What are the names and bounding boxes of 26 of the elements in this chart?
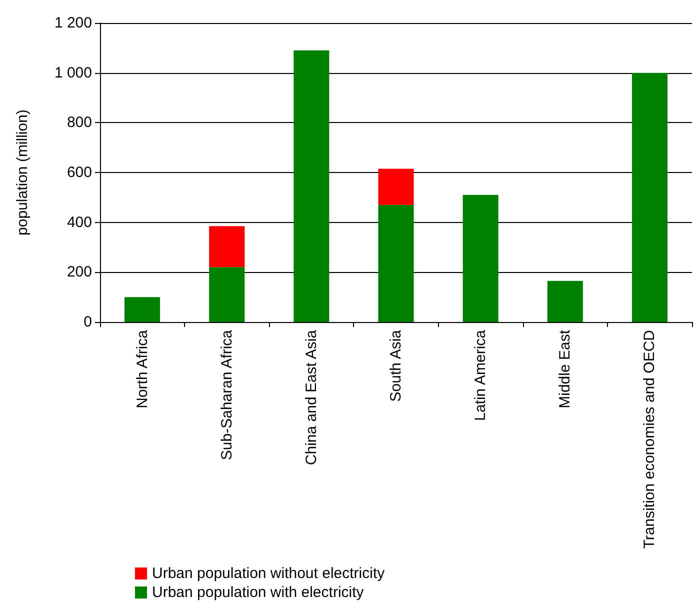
bar [209,267,245,322]
x-tick-label: Transition economies and OECD [641,330,658,549]
bar [547,280,583,322]
y-tick-label: 1 200 [54,14,92,32]
bar [462,194,498,322]
y-tick-label: 600 [66,164,92,181]
x-tick-label: Middle East [556,329,574,408]
bar [209,226,245,268]
legend-label: Urban population with electricity [152,584,364,601]
x-tick-label: China and East Asia [302,329,320,466]
x-tick-label: Sub-Saharan Africa [218,329,236,460]
y-tick-label: 0 [84,314,92,330]
x-tick-label: North Africa [134,329,151,408]
x-tick-label: South Asia [388,329,404,402]
bar [124,297,160,322]
bar [294,50,330,322]
y-tick-label: 400 [66,214,92,231]
legend-label: Urban population without electricity [152,565,386,582]
y-tick-label: 1 000 [54,64,92,82]
y-tick-label: 200 [66,264,92,281]
y-axis-title: population (million) [14,110,31,236]
x-tick-label: Latin America [472,329,490,421]
bar [378,168,414,205]
bar [378,204,414,322]
y-tick-label: 800 [66,114,92,132]
bar [632,72,668,322]
